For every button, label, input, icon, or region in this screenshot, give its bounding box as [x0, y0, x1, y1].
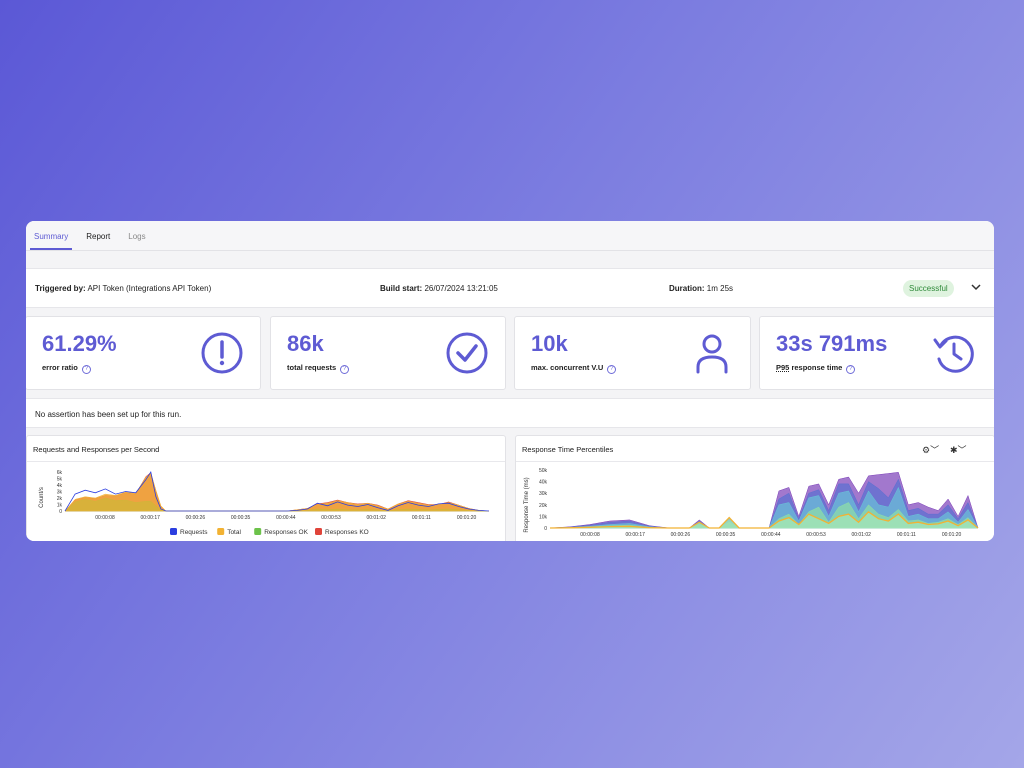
user-icon: [696, 334, 728, 374]
y-tick-label: 0: [59, 509, 62, 515]
assertion-notice: No assertion has been set up for this ru…: [26, 398, 994, 428]
y-tick-label: 50k: [539, 468, 548, 474]
chevron-down-icon: ﹀: [930, 445, 940, 455]
help-icon[interactable]: ?: [340, 365, 350, 374]
help-icon[interactable]: ?: [81, 365, 91, 374]
legend-swatch: [170, 528, 177, 535]
panel-header: [27, 436, 505, 462]
metric-card-total-requests: 86k total requests?: [270, 316, 506, 390]
help-icon[interactable]: ?: [607, 365, 617, 374]
y-tick-label: 2k: [57, 496, 63, 502]
y-axis-label: Response Time (ms): [524, 477, 530, 532]
metric-label: error ratio?: [42, 363, 91, 374]
legend-label: Responses KO: [325, 529, 369, 536]
legend-swatch: [217, 528, 225, 535]
triggered-by: Triggered by: API Token (Integrations AP…: [35, 284, 211, 293]
asterisk-dropdown[interactable]: ✱﹀: [950, 443, 967, 456]
x-tick-label: 00:01:02: [851, 532, 871, 538]
y-tick-label: 6k: [57, 470, 63, 476]
chevron-down-icon[interactable]: [969, 280, 983, 294]
metric-card-p95-response-time: 33s 791ms P95 response time?: [759, 316, 994, 390]
y-tick-label: 0: [544, 526, 547, 532]
dashboard-window: Summary Report Logs Triggered by: API To…: [26, 221, 994, 541]
x-tick-label: 00:00:44: [761, 532, 781, 538]
build-start-label: Build start:: [380, 284, 423, 293]
y-axis-label: Count/s: [39, 487, 45, 508]
history-icon: [933, 335, 974, 373]
x-tick-label: 00:00:35: [231, 515, 251, 521]
x-tick-label: 00:00:26: [671, 532, 691, 538]
metric-label: max. concurrent V.U?: [531, 363, 617, 374]
chart-title: Requests and Responses per Second: [33, 445, 160, 454]
y-tick-label: 1k: [57, 503, 63, 509]
requests-chart-panel: Requests and Responses per Second 6k 5k 4k…: [26, 435, 506, 541]
chevron-down-icon: ﹀: [957, 445, 967, 455]
duration-label: Duration:: [669, 284, 705, 293]
duration-value: 1m 25s: [706, 284, 734, 293]
x-tick-label: 00:01:20: [942, 532, 962, 538]
duration: Duration: 1m 25s: [669, 284, 733, 293]
metric-card-error-ratio: 61.29% error ratio?: [26, 316, 261, 390]
x-tick-label: 00:00:08: [95, 515, 115, 521]
tab-logs[interactable]: Logs: [128, 232, 146, 241]
percentiles-chart-panel: Response Time Percentiles ⚙﹀ ✱﹀ 50k 40k 30…: [515, 435, 994, 541]
tab-summary[interactable]: Summary: [30, 232, 73, 250]
build-start: Build start: 26/07/2024 13:21:05: [380, 284, 498, 293]
series-line-p25: [549, 510, 979, 529]
chart-title: Response Time Percentiles: [522, 445, 614, 454]
x-tick-label: 00:00:53: [806, 532, 826, 538]
metric-label: P95 response time?: [776, 363, 856, 374]
build-start-value: 26/07/2024 13:21:05: [424, 284, 498, 293]
help-icon[interactable]: ?: [846, 365, 856, 374]
metric-value: 61.29%: [42, 331, 117, 356]
percentiles-chart: 50k 40k 30k 20k 10k 0 Response Time (ms) 00:00:…: [524, 468, 979, 538]
panel-header: [516, 436, 994, 462]
x-tick-label: 00:01:20: [457, 515, 477, 521]
status-badge: Successful: [903, 280, 954, 297]
y-tick-label: 5k: [57, 477, 63, 483]
triggered-by-value: API Token (Integrations API Token): [87, 284, 212, 293]
x-tick-label: 00:01:02: [366, 515, 386, 521]
x-tick-label: 00:01:11: [897, 532, 916, 538]
gear-icon: ⚙: [922, 445, 931, 455]
y-tick-label: 4k: [57, 483, 63, 489]
y-tick-label: 10k: [539, 514, 548, 520]
check-circle-icon: [446, 332, 488, 374]
metric-label: total requests?: [287, 363, 350, 374]
metric-card-concurrent-vu: 10k max. concurrent V.U?: [514, 316, 751, 390]
x-tick-label: 00:00:44: [276, 515, 296, 521]
x-tick-label: 00:00:08: [580, 532, 600, 538]
metric-value: 10k: [531, 331, 568, 356]
y-tick-label: 3k: [57, 490, 63, 496]
legend-label: Responses OK: [264, 529, 308, 536]
y-tick-label: 20k: [539, 503, 548, 509]
p95-abbr: P95: [776, 363, 790, 372]
y-tick-label: 40k: [539, 480, 548, 486]
series-line-requests: [64, 470, 490, 512]
legend-label: Total: [227, 529, 241, 536]
legend-swatch: [254, 528, 262, 535]
metric-value: 86k: [287, 331, 324, 356]
y-tick-label: 30k: [539, 491, 548, 497]
series-area: [64, 472, 490, 512]
tab-bar: Summary Report Logs: [26, 221, 994, 251]
x-tick-label: 00:00:35: [716, 532, 736, 538]
settings-dropdown[interactable]: ⚙﹀: [922, 443, 939, 456]
triggered-by-label: Triggered by:: [35, 284, 86, 293]
x-tick-label: 00:00:17: [625, 532, 645, 538]
exclamation-circle-icon: [201, 332, 243, 374]
asterisk-icon: ✱: [950, 445, 958, 455]
x-tick-label: 00:01:11: [412, 515, 431, 521]
legend-label: Requests: [180, 529, 208, 536]
x-tick-label: 00:00:53: [321, 515, 341, 521]
metric-value: 33s 791ms: [776, 331, 888, 356]
run-info-bar: Triggered by: API Token (Integrations AP…: [26, 268, 994, 308]
x-tick-label: 00:00:17: [140, 515, 160, 521]
tab-report[interactable]: Report: [86, 232, 111, 241]
legend-swatch: [315, 528, 322, 535]
x-tick-label: 00:00:26: [186, 515, 206, 521]
